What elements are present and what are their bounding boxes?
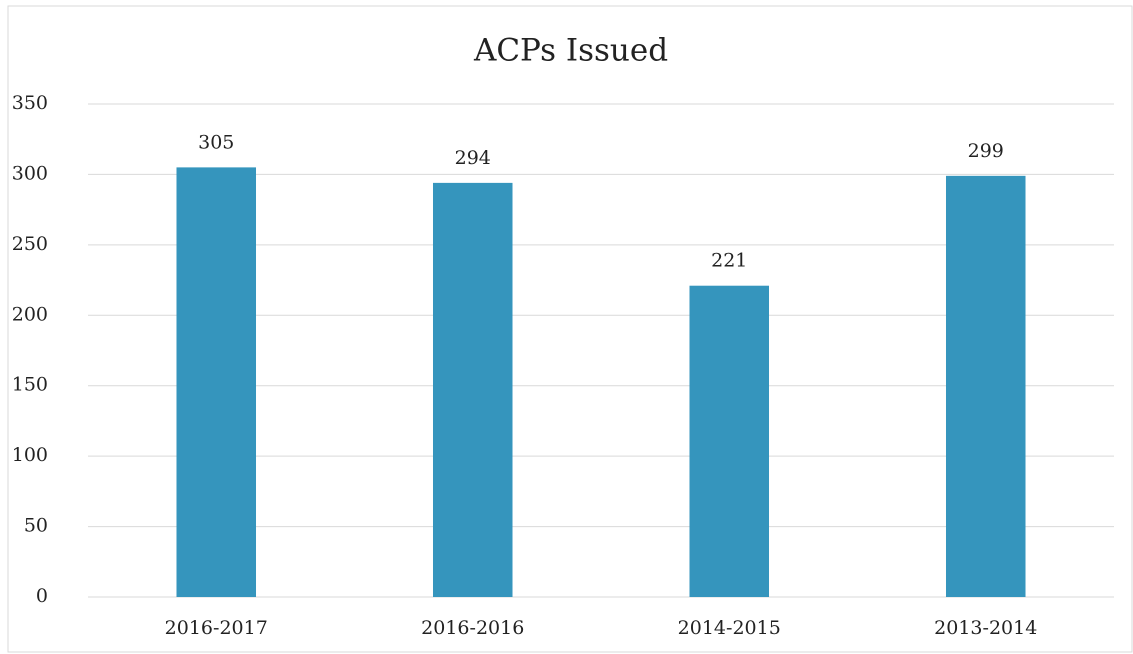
x-tick-label: 2016-2017 [165,617,268,639]
y-tick-label: 150 [12,374,48,396]
y-tick-label: 250 [12,233,48,255]
y-tick-label: 200 [12,303,48,325]
bar [689,285,770,597]
y-tick-label: 350 [12,92,48,114]
x-tick-label: 2014-2015 [678,617,781,639]
chart-title: ACPs Issued [473,33,668,69]
bar [945,175,1026,597]
data-label: 294 [455,147,491,169]
bar [432,182,513,597]
data-label: 305 [198,131,234,153]
y-tick-label: 0 [36,585,48,607]
y-tick-label: 100 [12,444,48,466]
x-tick-label: 2016-2016 [421,617,524,639]
data-label: 221 [711,250,747,272]
bar [176,167,257,597]
y-tick-label: 50 [24,515,48,537]
data-label: 299 [968,140,1004,162]
y-tick-label: 300 [12,162,48,184]
x-tick-label: 2013-2014 [934,617,1037,639]
